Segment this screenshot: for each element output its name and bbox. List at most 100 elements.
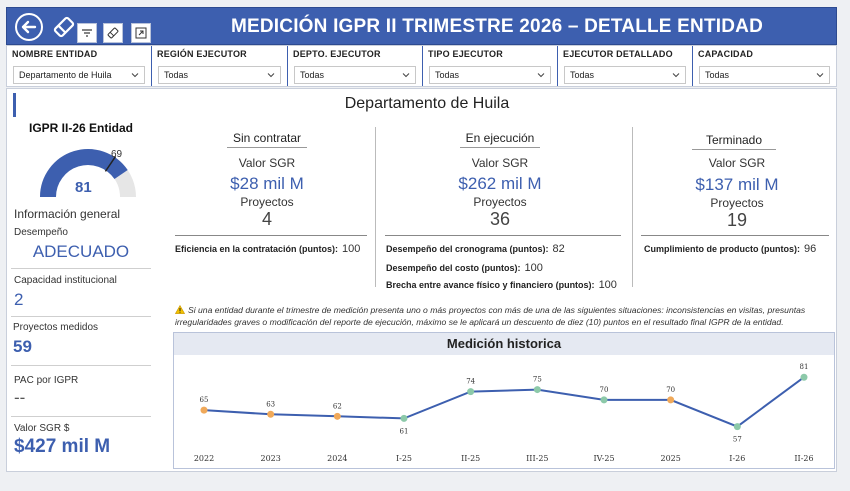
data-label: 70 xyxy=(666,386,675,394)
filter-depto-ejecutor: DEPTO. EJECUTOR Todas xyxy=(288,46,423,86)
data-label: 81 xyxy=(800,363,809,371)
filter-value: Todas xyxy=(435,70,460,80)
col-title-terminado: Terminado xyxy=(692,133,776,150)
divider xyxy=(375,127,376,287)
page-title: MEDICIÓN IGPR II TRIMESTRE 2026 – DETALL… xyxy=(230,16,763,37)
expand-toolbar-button[interactable] xyxy=(131,23,151,43)
x-tick-label: 2023 xyxy=(260,454,280,463)
x-tick-label: III-25 xyxy=(526,454,548,463)
igpr-gauge xyxy=(40,149,136,198)
filter-tipo-ejecutor-select[interactable]: Todas xyxy=(429,66,551,84)
x-tick-label: IV-25 xyxy=(593,454,614,463)
data-point[interactable] xyxy=(800,373,808,381)
data-point[interactable] xyxy=(533,386,541,394)
data-point[interactable] xyxy=(600,396,608,404)
chevron-down-icon xyxy=(131,73,139,78)
metric-cronograma: Desempeño del cronograma (puntos): 82 xyxy=(386,243,565,255)
divider xyxy=(385,235,621,236)
data-point[interactable] xyxy=(200,406,208,414)
valor-value: $262 mil M xyxy=(458,174,542,193)
proyectos-value: 36 xyxy=(489,209,511,229)
col-title-sin-contratar: Sin contratar xyxy=(227,131,307,148)
proyectos-label: Proyectos xyxy=(240,195,294,209)
filter-region-ejecutor: REGIÓN EJECUTOR Todas xyxy=(152,46,288,86)
data-point[interactable] xyxy=(333,412,341,420)
valor-label: Valor SGR xyxy=(238,156,296,170)
filter-region-ejecutor-select[interactable]: Todas xyxy=(158,66,281,84)
filter-value: Todas xyxy=(164,70,189,80)
info-title: Información general xyxy=(14,207,121,221)
valor-label: Valor SGR xyxy=(708,156,766,170)
filter-depto-ejecutor-select[interactable]: Todas xyxy=(294,66,416,84)
warning-icon xyxy=(175,305,185,314)
metric-label: Brecha entre avance físico y financiero … xyxy=(386,280,595,290)
data-point[interactable] xyxy=(267,410,275,418)
data-point[interactable] xyxy=(400,414,408,422)
data-label: 62 xyxy=(333,402,342,410)
filter-tipo-ejecutor: TIPO EJECUTOR Todas xyxy=(423,46,558,86)
proyectos-value: 19 xyxy=(726,210,748,230)
accent-bar xyxy=(13,93,16,117)
metric-label: Cumplimiento de producto (puntos): xyxy=(644,244,800,254)
arrow-left-circle-icon xyxy=(21,20,37,34)
filter-ejecutor-detallado-select[interactable]: Todas xyxy=(564,66,686,84)
filter-ejecutor-detallado: EJECUTOR DETALLADO Todas xyxy=(558,46,693,86)
entity-title: Departamento de Huila xyxy=(344,95,510,112)
proyectos-label: Proyectos xyxy=(473,195,527,209)
info-label: Proyectos medidos xyxy=(13,322,99,333)
info-card-pac: PAC por IGPR -- xyxy=(11,375,151,417)
valor-label: Valor SGR xyxy=(471,156,529,170)
metric-value: 82 xyxy=(552,243,565,255)
series-line xyxy=(203,376,805,428)
filter-capacidad-select[interactable]: Todas xyxy=(699,66,830,84)
metric-label: Desempeño del costo (puntos): xyxy=(386,263,521,273)
chevron-down-icon xyxy=(672,73,680,78)
data-label: 61 xyxy=(400,427,409,435)
warning-text: Si una entidad durante el trimestre de m… xyxy=(175,305,806,327)
expand-icon xyxy=(135,27,147,39)
chevron-down-icon xyxy=(402,73,410,78)
chart-title: Medición historica xyxy=(174,333,834,355)
divider xyxy=(641,235,829,236)
info-value: ADECUADO xyxy=(32,242,130,261)
filter-capacidad: CAPACIDAD Todas xyxy=(693,46,836,86)
metric-value: 96 xyxy=(803,243,817,255)
eraser-toolbar-button[interactable] xyxy=(103,23,123,43)
data-point[interactable] xyxy=(667,396,675,404)
filter-nombre-entidad-select[interactable]: Departamento de Huila xyxy=(13,66,145,84)
filter-label: TIPO EJECUTOR xyxy=(428,49,503,59)
header-bar: MEDICIÓN IGPR II TRIMESTRE 2026 – DETALL… xyxy=(6,7,837,45)
data-label: 75 xyxy=(533,376,542,384)
x-tick-label: 2022 xyxy=(194,454,214,463)
info-card-capacidad: Capacidad institucional 2 xyxy=(11,275,151,317)
metric-value: 100 xyxy=(598,279,617,291)
x-tick-label: 2024 xyxy=(327,454,347,463)
filter-nombre-entidad: NOMBRE ENTIDAD Departamento de Huila xyxy=(7,46,152,86)
metric-costo: Desempeño del costo (puntos): 100 xyxy=(386,262,543,274)
info-label: Valor SGR $ xyxy=(14,423,70,434)
filter-bar: NOMBRE ENTIDAD Departamento de Huila REG… xyxy=(6,45,837,87)
data-point[interactable] xyxy=(467,388,475,396)
col-title-en-ejecucion: En ejecución xyxy=(460,131,540,148)
data-label: 74 xyxy=(466,378,475,386)
divider xyxy=(632,127,633,287)
kpi-title: IGPR II-26 Entidad xyxy=(29,121,134,135)
metric-label: Eficiencia en la contratación (puntos): xyxy=(175,244,339,254)
filter-toolbar-button[interactable] xyxy=(77,23,97,43)
data-label: 63 xyxy=(266,400,275,408)
kpi-value: 81 xyxy=(75,179,92,196)
clear-filters-button[interactable] xyxy=(50,13,78,41)
data-point[interactable] xyxy=(733,423,741,431)
info-label: PAC por IGPR xyxy=(14,375,79,386)
chevron-down-icon xyxy=(816,73,824,78)
filter-label: CAPACIDAD xyxy=(698,49,754,59)
filter-label: DEPTO. EJECUTOR xyxy=(293,49,381,59)
historic-chart: Medición historica 65 2022 63 2023 62 2024 61 I… xyxy=(173,332,835,469)
filter-value: Departamento de Huila xyxy=(19,70,112,80)
gauge-fill xyxy=(40,149,128,198)
back-button[interactable] xyxy=(15,13,43,41)
data-label: 70 xyxy=(600,386,609,394)
warning-note: Si una entidad durante el trimestre de m… xyxy=(175,304,835,328)
metric-brecha: Brecha entre avance físico y financiero … xyxy=(386,279,617,291)
info-value: -- xyxy=(14,388,26,407)
